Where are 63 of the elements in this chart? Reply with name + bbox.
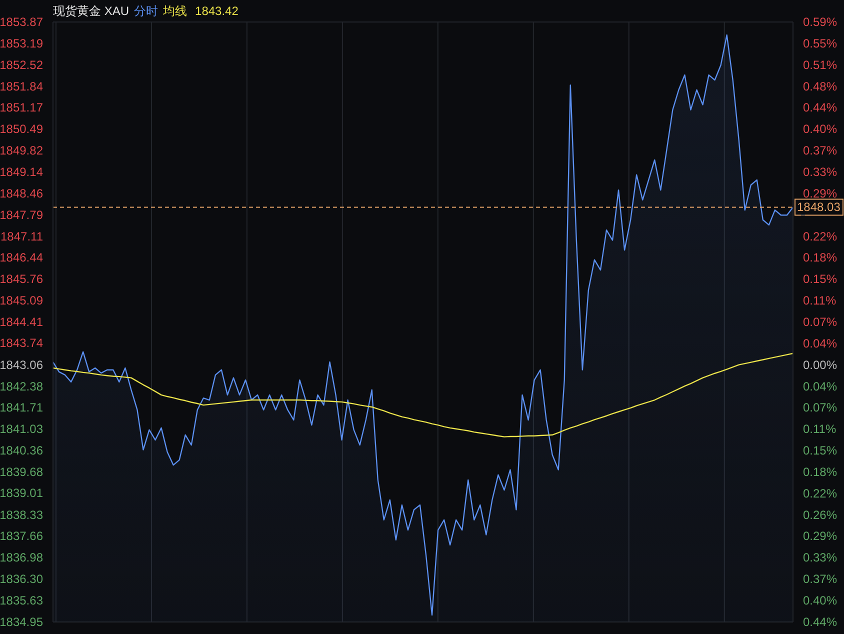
y-tick-label: 1851.17	[0, 100, 44, 115]
y2-tick-label: 0.07%	[803, 400, 838, 415]
y2-tick-label: 0.33%	[803, 164, 838, 179]
y-tick-label: 1853.19	[0, 36, 44, 51]
y2-tick-label: 0.11%	[803, 422, 836, 436]
y-tick-label: 1853.87	[0, 15, 44, 29]
y-tick-label: 1841.71	[0, 400, 44, 415]
y-tick-label: 1843.74	[0, 336, 44, 350]
y-tick-label: 1839.68	[0, 465, 44, 479]
text: 均线	[163, 4, 188, 18]
y-tick-label: 1847.79	[0, 208, 44, 222]
y2-tick-label: 0.40%	[803, 122, 838, 136]
y-tick-label: 1848.46	[0, 186, 44, 201]
y-tick-label: 1849.82	[0, 143, 44, 158]
text: 分时	[134, 4, 158, 18]
y-tick-label: 1851.84	[0, 79, 44, 94]
y2-tick-label: 0.18%	[803, 250, 838, 265]
line-series	[52, 352, 794, 438]
y-tick-label: 1847.11	[0, 229, 44, 244]
y2-tick-label: 0.04%	[803, 336, 838, 350]
y2-tick-label: 0.18%	[803, 465, 838, 480]
y2-tick-label: 0.15%	[803, 444, 838, 458]
y-tick-label: 1840.36	[0, 443, 44, 458]
y-tick-label: 1835.63	[0, 593, 44, 608]
ref-line-label: 1848.03	[797, 200, 841, 214]
y2-tick-label: 0.29%	[803, 186, 838, 200]
y-tick-label: 1845.76	[0, 272, 44, 286]
y2-tick-label: 0.44%	[803, 615, 838, 629]
y2-tick-label: 0.15%	[803, 272, 838, 286]
y-tick-label: 1837.66	[0, 529, 44, 544]
y2-tick-label: 0.26%	[803, 508, 838, 522]
y2-tick-label: 0.59%	[803, 15, 838, 29]
y-tick-label: 1846.44	[0, 250, 44, 265]
y-tick-label: 1834.95	[0, 615, 44, 629]
y2-tick-label: 0.55%	[803, 36, 838, 50]
y-tick-label: 1836.98	[0, 550, 44, 565]
y-tick-label: 1852.52	[0, 58, 44, 72]
y2-tick-label: 0.37%	[803, 144, 838, 158]
y-tick-label: 1849.14	[0, 165, 44, 179]
y-tick-label: 1845.09	[0, 293, 44, 308]
y-tick-label: 1836.30	[0, 572, 44, 586]
text: 1843.42	[195, 4, 238, 18]
y2-tick-label: 0.04%	[803, 379, 838, 394]
y2-tick-label: 0.07%	[803, 314, 838, 329]
y2-tick-label: 0.33%	[803, 550, 838, 565]
chart-title: 现货黄金 XAU	[53, 4, 130, 18]
y2-tick-label: 0.00%	[803, 358, 838, 372]
y-tick-label: 1844.41	[0, 315, 44, 329]
y2-tick-label: 0.44%	[803, 100, 838, 115]
y-tick-label: 1842.38	[0, 379, 44, 394]
y2-tick-label: 0.48%	[803, 79, 838, 94]
y-tick-label: 1838.33	[0, 508, 44, 522]
y2-tick-label: 0.11%	[803, 294, 836, 308]
y2-tick-label: 0.29%	[803, 529, 838, 544]
y-tick-label: 1843.06	[0, 358, 44, 372]
y-tick-label: 1839.01	[0, 486, 44, 500]
y-tick-label: 1841.03	[0, 422, 44, 436]
y2-tick-label: 0.22%	[803, 229, 838, 244]
y2-tick-label: 0.51%	[803, 58, 838, 72]
y2-tick-label: 0.40%	[803, 594, 838, 608]
y2-tick-label: 0.37%	[803, 572, 838, 586]
y2-tick-label: 0.22%	[803, 486, 838, 500]
y-tick-label: 1850.49	[0, 122, 44, 136]
